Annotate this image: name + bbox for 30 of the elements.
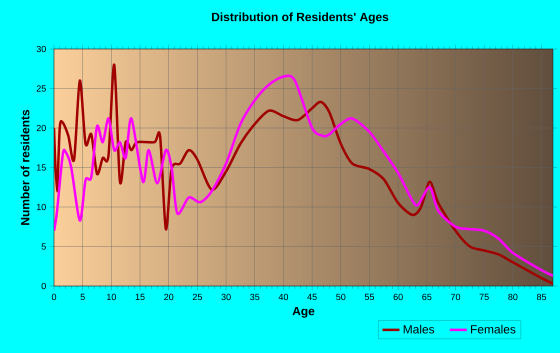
- y-tick-label: 30: [36, 46, 46, 52]
- y-tick-label: 20: [36, 124, 46, 132]
- x-tick-label: 70: [450, 294, 460, 300]
- y-tick-label: 5: [42, 243, 46, 250]
- x-tick-label: 60: [394, 294, 403, 300]
- x-tick-label: 5: [80, 294, 85, 300]
- x-tick-label: 45: [307, 294, 317, 300]
- x-tick-label: 25: [192, 294, 202, 300]
- y-tick-label: 10: [36, 204, 46, 210]
- x-tick-label: 85: [536, 294, 546, 300]
- x-axis-title: Age: [292, 306, 314, 318]
- x-tick-label: 80: [508, 294, 518, 300]
- legend-label: Females: [471, 324, 516, 334]
- x-tick-label: 75: [480, 294, 489, 300]
- x-tick-label: 20: [164, 294, 174, 300]
- x-tick-label: 30: [221, 294, 231, 300]
- x-tick-label: 0: [52, 294, 56, 300]
- chart-title: Distribution of Residents' Ages: [212, 12, 388, 24]
- y-tick-label: 15: [36, 164, 46, 171]
- y-tick-label: 25: [36, 85, 46, 92]
- y-tick-label: 0: [42, 282, 46, 290]
- x-tick-label: 65: [422, 294, 432, 300]
- x-tick-label: 40: [278, 294, 288, 300]
- x-tick-label: 50: [336, 294, 346, 300]
- x-tick-label: 55: [364, 294, 374, 300]
- legend-label: Males: [404, 324, 434, 334]
- x-tick-label: 15: [136, 294, 145, 300]
- x-tick-label: 10: [107, 294, 116, 300]
- x-tick-label: 35: [250, 294, 260, 300]
- y-axis-title: Number of residents: [20, 110, 30, 225]
